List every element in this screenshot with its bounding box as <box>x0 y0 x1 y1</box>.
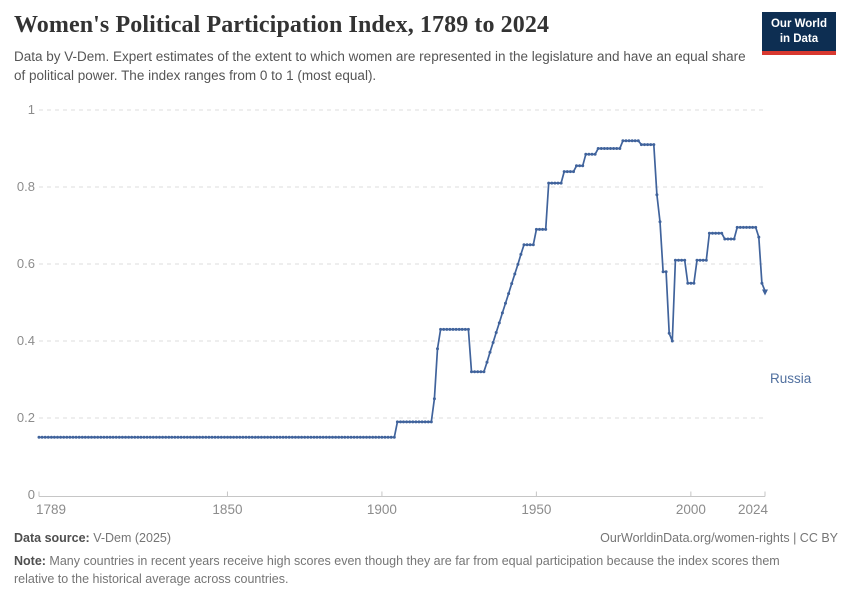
owid-logo-line2: in Data <box>779 32 819 45</box>
x-tick-label: 1950 <box>521 502 551 517</box>
y-tick-label: 0.4 <box>17 333 35 348</box>
note-text: Many countries in recent years receive h… <box>14 554 780 587</box>
line-end-arrow-icon <box>762 289 768 296</box>
x-axis: 1789 1850 1900 1950 2000 2024 <box>36 491 769 517</box>
y-tick-label: 0.2 <box>17 410 35 425</box>
x-tick-label: 1900 <box>367 502 397 517</box>
chart-header: Women's Political Participation Index, 1… <box>14 12 759 86</box>
data-source: Data source: V-Dem (2025) <box>14 531 171 545</box>
y-gridlines: 0 0.2 0.4 0.6 0.8 1 <box>17 102 767 502</box>
data-source-value: V-Dem (2025) <box>89 531 172 545</box>
y-tick-label: 0.6 <box>17 256 35 271</box>
chart-area: 0 0.2 0.4 0.6 0.8 1 1789 1850 1900 1950 2000 2024 R… <box>0 95 850 525</box>
x-tick-label: 2000 <box>676 502 706 517</box>
chart-note: Note: Many countries in recent years rec… <box>14 552 799 588</box>
chart-canvas: 0 0.2 0.4 0.6 0.8 1 1789 1850 1900 1950 2000 2024 <box>17 102 769 517</box>
chart-subtitle: Data by V-Dem. Expert estimates of the e… <box>14 49 746 83</box>
data-source-label: Data source: <box>14 531 90 545</box>
y-tick-label: 0 <box>28 487 35 502</box>
x-tick-label: 1789 <box>36 502 66 517</box>
owid-logo-line1: Our World <box>770 18 827 30</box>
x-tick-label: 2024 <box>738 502 769 517</box>
chart-footer: Data source: V-Dem (2025) OurWorldinData… <box>14 531 838 588</box>
x-tick-label: 1850 <box>212 502 242 517</box>
y-tick-label: 1 <box>28 102 35 117</box>
series-end-label-russia: Russia <box>770 371 812 386</box>
note-label: Note: <box>14 554 46 568</box>
series-line-russia <box>37 139 768 439</box>
owid-url-license[interactable]: OurWorldinData.org/women-rights | CC BY <box>600 531 838 545</box>
y-tick-label: 0.8 <box>17 179 35 194</box>
page-title: Women's Political Participation Index, 1… <box>14 12 550 38</box>
owid-logo[interactable]: Our World in Data <box>761 12 836 55</box>
